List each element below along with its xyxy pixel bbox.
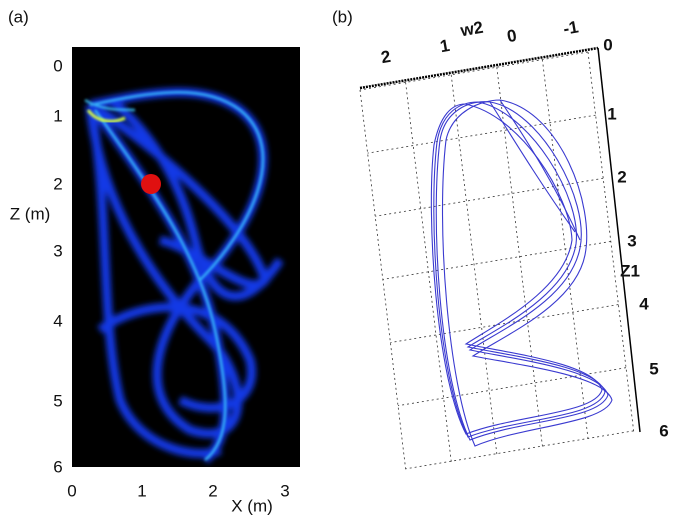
trajectory [431,100,612,446]
top-tick-label: 1 [439,36,452,56]
y-tick-label: 0 [53,56,62,75]
right-axis-label: Z1 [620,261,640,280]
grid-line [360,52,588,90]
top-tick-label: 2 [380,47,393,67]
x-tick-label: 2 [208,481,217,500]
y-tick-label: 4 [53,311,62,330]
y-tick-label: 1 [53,106,62,125]
panel-label: (a) [8,7,29,26]
grid-line [368,115,596,153]
y-tick-label: 5 [53,391,62,410]
y-tick-label: 3 [53,241,62,260]
grid-line [360,90,406,472]
grid-line [398,368,626,406]
right-tick-label: 3 [627,231,636,250]
y-tick-label: 6 [53,457,62,476]
right-tick-label: 2 [617,167,626,186]
x-tick-label: 0 [67,481,76,500]
right-tick-label: 5 [649,359,658,378]
grid-line [542,60,588,442]
y-tick-label: 2 [53,174,62,193]
right-tick-label: 4 [639,294,649,313]
grid-line [451,75,497,457]
top-tick-label: 0 [506,26,519,46]
right-tick-label: 1 [607,104,616,123]
grid-line [375,178,603,216]
y-axis-label: Z (m) [10,204,51,223]
top-axis-label: w2 [458,18,485,41]
panel-label: (b) [332,7,353,26]
top-tick-label: -1 [562,17,580,38]
position-marker [141,174,161,194]
grid-line [406,431,634,469]
x-tick-label: 1 [137,481,146,500]
right-tick-label: 0 [603,35,612,54]
top-axis [360,48,598,88]
x-tick-label: 3 [280,481,289,500]
figure: (a) 01234560123 Z (m) X (m) (b) [0,0,680,520]
x-axis-label: X (m) [231,496,273,515]
right-tick-label: 6 [659,421,668,440]
